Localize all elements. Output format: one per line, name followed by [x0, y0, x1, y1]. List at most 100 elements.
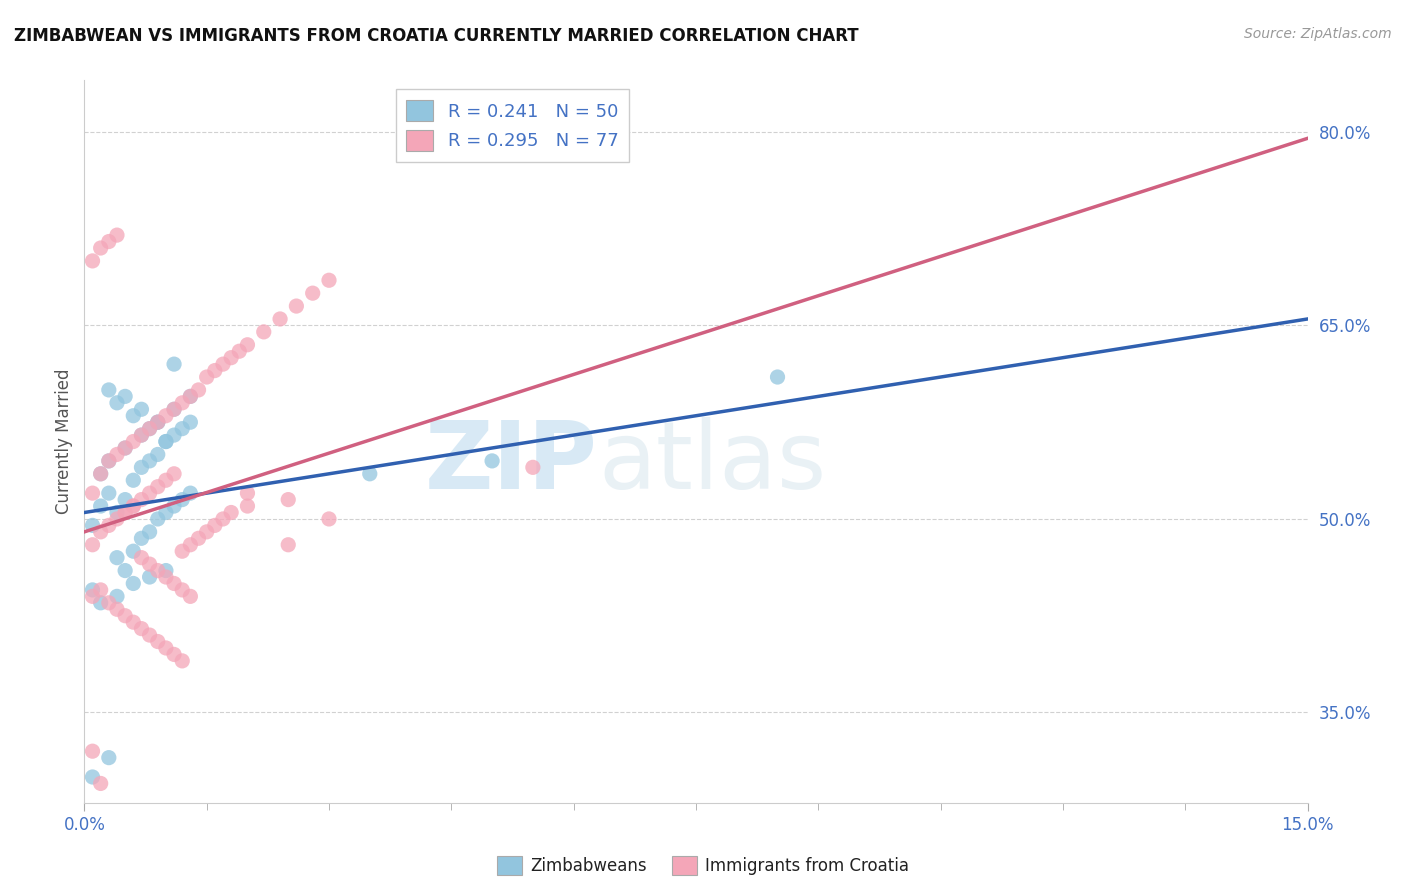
Point [236, 499, 259, 513]
Point [90, 776, 112, 790]
Point [179, 389, 201, 403]
Point [253, 325, 276, 339]
Point [82, 486, 104, 500]
Point [97, 518, 120, 533]
Point [122, 544, 145, 558]
Point [97, 235, 120, 249]
Point [97, 486, 120, 500]
Point [195, 524, 218, 539]
Point [138, 422, 160, 436]
Point [277, 492, 299, 507]
Point [172, 422, 194, 436]
Point [105, 228, 128, 243]
Point [90, 499, 112, 513]
Point [114, 492, 136, 507]
Point [301, 286, 323, 301]
Point [131, 492, 153, 507]
Point [172, 582, 194, 597]
Point [146, 480, 169, 494]
Point [122, 473, 145, 487]
Point [187, 383, 209, 397]
Point [90, 241, 112, 255]
Point [163, 499, 186, 513]
Point [163, 357, 186, 371]
Point [138, 524, 160, 539]
Point [122, 615, 145, 630]
Point [82, 538, 104, 552]
Point [236, 486, 259, 500]
Point [481, 454, 503, 468]
Point [172, 396, 194, 410]
Point [131, 622, 153, 636]
Point [122, 499, 145, 513]
Point [90, 596, 112, 610]
Point [219, 506, 242, 520]
Point [138, 454, 160, 468]
Point [138, 557, 160, 571]
Point [90, 524, 112, 539]
Point [146, 447, 169, 461]
Legend: R = 0.241   N = 50, R = 0.295   N = 77: R = 0.241 N = 50, R = 0.295 N = 77 [395, 89, 630, 161]
Point [155, 640, 177, 655]
Point [97, 596, 120, 610]
Point [195, 370, 218, 384]
Point [105, 550, 128, 565]
Point [105, 590, 128, 604]
Point [179, 590, 201, 604]
Text: Source: ZipAtlas.com: Source: ZipAtlas.com [1244, 27, 1392, 41]
Point [179, 538, 201, 552]
Point [146, 415, 169, 429]
Point [122, 576, 145, 591]
Point [138, 628, 160, 642]
Point [131, 550, 153, 565]
Point [277, 538, 299, 552]
Point [90, 467, 112, 481]
Point [179, 486, 201, 500]
Point [82, 518, 104, 533]
Point [359, 467, 381, 481]
Point [204, 363, 226, 377]
Point [131, 460, 153, 475]
Point [122, 434, 145, 449]
Point [155, 570, 177, 584]
Point [236, 338, 259, 352]
Point [172, 654, 194, 668]
Point [82, 582, 104, 597]
Point [105, 602, 128, 616]
Point [114, 441, 136, 455]
Point [114, 389, 136, 403]
Point [163, 648, 186, 662]
Point [82, 254, 104, 268]
Point [163, 467, 186, 481]
Point [155, 564, 177, 578]
Point [163, 576, 186, 591]
Point [114, 564, 136, 578]
Point [131, 428, 153, 442]
Point [172, 492, 194, 507]
Point [163, 402, 186, 417]
Point [146, 415, 169, 429]
Point [90, 467, 112, 481]
Point [179, 389, 201, 403]
Point [187, 531, 209, 545]
Point [318, 273, 340, 287]
Point [105, 447, 128, 461]
Point [522, 460, 544, 475]
Point [228, 344, 250, 359]
Y-axis label: Currently Married: Currently Married [55, 368, 73, 515]
Point [82, 590, 104, 604]
Point [105, 506, 128, 520]
Point [90, 582, 112, 597]
Point [155, 506, 177, 520]
Point [146, 634, 169, 648]
Point [155, 434, 177, 449]
Point [285, 299, 308, 313]
Point [155, 473, 177, 487]
Point [97, 383, 120, 397]
Point [122, 499, 145, 513]
Point [269, 312, 291, 326]
Point [179, 415, 201, 429]
Point [82, 744, 104, 758]
Text: atlas: atlas [598, 417, 827, 509]
Point [131, 428, 153, 442]
